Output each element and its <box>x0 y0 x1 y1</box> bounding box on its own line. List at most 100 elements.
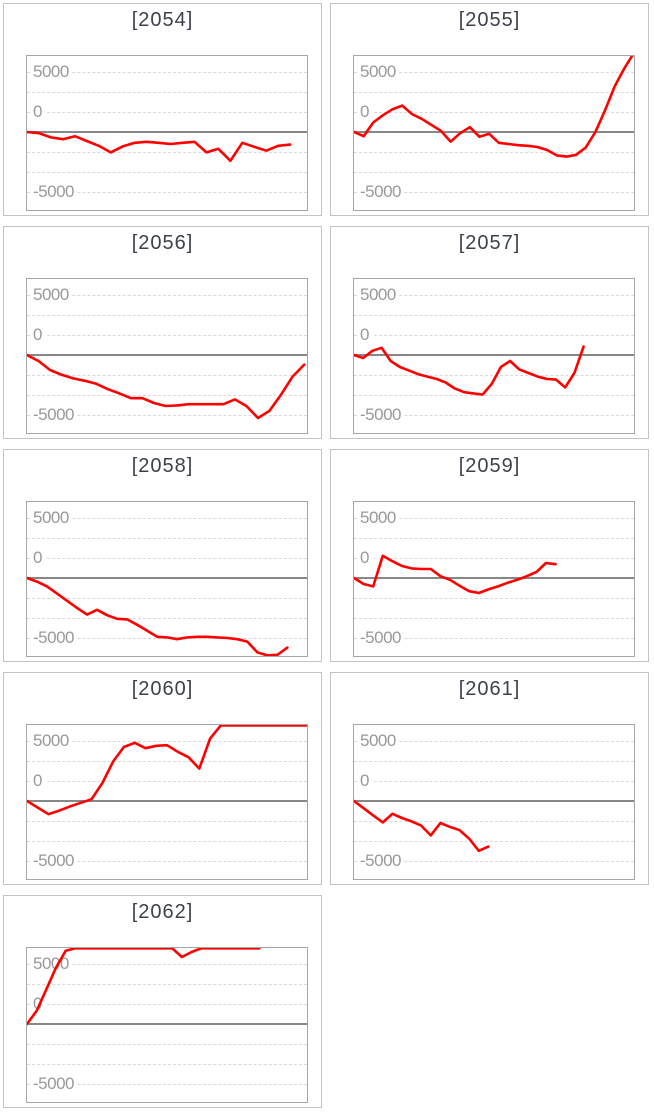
chart-cell-2062: [2062] 5000 0 -5000 <box>3 895 322 1108</box>
minor-gridline <box>27 415 307 416</box>
minor-gridline <box>27 315 307 316</box>
minor-gridline <box>27 964 307 965</box>
chart-plot-area: 5000 0 -5000 <box>26 501 308 657</box>
minor-gridline <box>354 741 634 742</box>
y-axis-tick-label: -5000 <box>359 852 404 870</box>
chart-title: [2058] <box>131 455 194 477</box>
minor-gridline <box>354 172 634 173</box>
series-svg <box>354 345 585 396</box>
chart-plot-area: 5000 0 -5000 <box>353 55 635 211</box>
zero-axis-line <box>27 1023 307 1025</box>
minor-gridline <box>354 315 634 316</box>
y-axis-tick-label: -5000 <box>359 629 404 647</box>
zero-axis-line <box>354 577 634 579</box>
y-axis-tick-label: -5000 <box>32 183 77 201</box>
series-svg <box>27 576 289 656</box>
minor-gridline <box>27 395 307 396</box>
y-axis-tick-label: 0 <box>32 103 45 121</box>
minor-gridline <box>354 518 634 519</box>
chart-title: [2057] <box>458 232 521 254</box>
minor-gridline <box>27 335 307 336</box>
zero-axis-line <box>354 354 634 356</box>
y-axis-tick-label: 0 <box>359 772 372 790</box>
minor-gridline <box>354 558 634 559</box>
y-axis-tick-label: -5000 <box>32 1075 77 1093</box>
chart-cell-2058: [2058] 5000 0 -5000 <box>3 449 322 662</box>
minor-gridline <box>354 861 634 862</box>
minor-gridline <box>27 598 307 599</box>
chart-title: [2062] <box>131 901 194 923</box>
minor-gridline <box>27 861 307 862</box>
minor-gridline <box>27 92 307 93</box>
zero-axis-line <box>354 131 634 133</box>
series-line <box>27 130 292 163</box>
minor-gridline <box>27 538 307 539</box>
series-svg <box>354 799 490 853</box>
chart-plot-area: 5000 0 -5000 <box>353 501 635 657</box>
series-line <box>27 948 261 1026</box>
chart-title: [2055] <box>458 9 521 31</box>
chart-title: [2061] <box>458 678 521 700</box>
y-axis-tick-label: 0 <box>359 103 372 121</box>
y-axis-tick-label: -5000 <box>32 852 77 870</box>
series-svg <box>354 554 557 595</box>
minor-gridline <box>354 192 634 193</box>
minor-gridline <box>354 821 634 822</box>
chart-plot-area: 5000 0 -5000 <box>353 278 635 434</box>
minor-gridline <box>27 841 307 842</box>
minor-gridline <box>354 841 634 842</box>
minor-gridline <box>27 984 307 985</box>
series-line <box>27 725 307 816</box>
series-svg <box>27 130 292 163</box>
minor-gridline <box>27 192 307 193</box>
chart-cell-2056: [2056] 5000 0 -5000 <box>3 226 322 439</box>
minor-gridline <box>27 781 307 782</box>
minor-gridline <box>354 781 634 782</box>
y-axis-tick-label: -5000 <box>32 406 77 424</box>
series-svg <box>354 56 634 158</box>
minor-gridline <box>354 152 634 153</box>
series-line <box>354 56 634 158</box>
minor-gridline <box>27 1044 307 1045</box>
y-axis-tick-label: 5000 <box>359 732 399 750</box>
minor-gridline <box>354 295 634 296</box>
minor-gridline <box>354 598 634 599</box>
y-axis-tick-label: 5000 <box>32 63 72 81</box>
minor-gridline <box>354 375 634 376</box>
minor-gridline <box>27 295 307 296</box>
zero-axis-line <box>27 131 307 133</box>
y-axis-tick-label: 5000 <box>359 63 399 81</box>
chart-plot-area: 5000 0 -5000 <box>353 724 635 880</box>
y-axis-tick-label: 5000 <box>32 509 72 527</box>
y-axis-tick-label: -5000 <box>359 406 404 424</box>
chart-cell-2061: [2061] 5000 0 -5000 <box>330 672 649 885</box>
zero-axis-line <box>27 577 307 579</box>
chart-cell-2059: [2059] 5000 0 -5000 <box>330 449 649 662</box>
chart-title: [2059] <box>458 455 521 477</box>
chart-plot-area: 5000 0 -5000 <box>26 55 308 211</box>
zero-axis-line <box>354 800 634 802</box>
minor-gridline <box>354 618 634 619</box>
minor-gridline <box>354 415 634 416</box>
y-axis-tick-label: 0 <box>32 326 45 344</box>
minor-gridline <box>27 375 307 376</box>
series-line <box>27 576 289 656</box>
minor-gridline <box>27 618 307 619</box>
y-axis-tick-label: -5000 <box>359 183 404 201</box>
y-axis-tick-label: 0 <box>359 549 372 567</box>
chart-plot-area: 5000 0 -5000 <box>26 724 308 880</box>
y-axis-tick-label: -5000 <box>32 629 77 647</box>
chart-cell-2057: [2057] 5000 0 -5000 <box>330 226 649 439</box>
minor-gridline <box>27 112 307 113</box>
minor-gridline <box>27 761 307 762</box>
minor-gridline <box>354 72 634 73</box>
chart-title: [2056] <box>131 232 194 254</box>
series-line <box>354 554 557 595</box>
minor-gridline <box>27 152 307 153</box>
series-svg <box>27 353 306 420</box>
y-axis-tick-label: 5000 <box>32 732 72 750</box>
y-axis-tick-label: 5000 <box>32 286 72 304</box>
y-axis-tick-label: 0 <box>359 326 372 344</box>
y-axis-tick-label: 0 <box>32 549 45 567</box>
chart-title: [2060] <box>131 678 194 700</box>
